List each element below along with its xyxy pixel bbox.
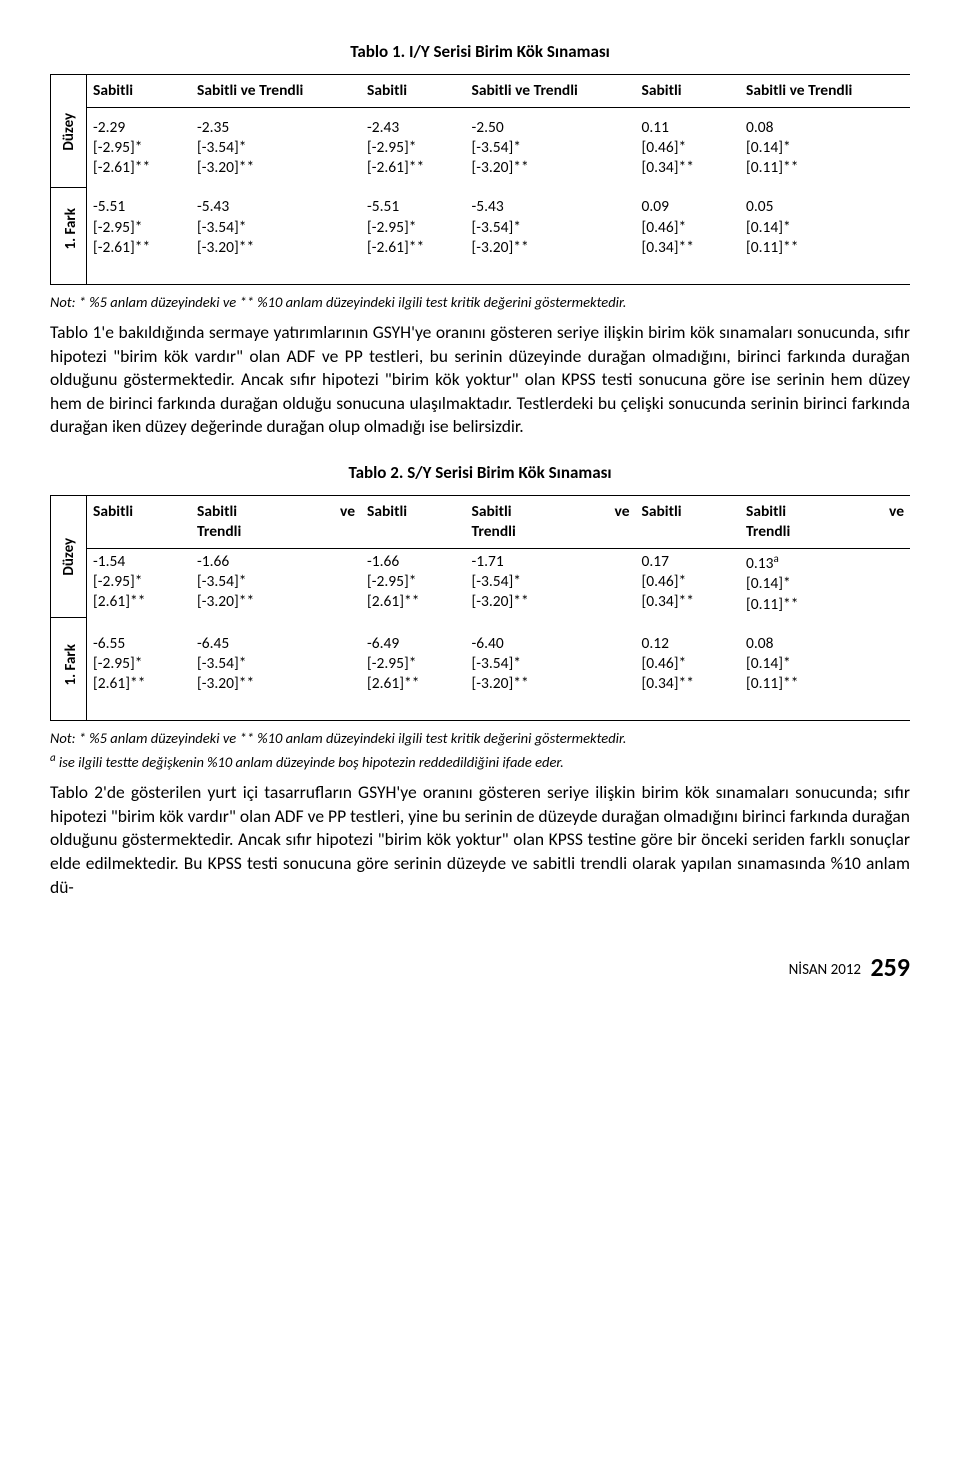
footer-page: 259: [870, 951, 910, 983]
t2r0c5: 0.13a[0.14]*[0.11]**: [740, 549, 910, 618]
table2-rowlabel-fark: 1. Fark: [51, 624, 87, 721]
t1h3: Sabitli ve Trendli: [466, 74, 636, 107]
paragraph-2: Tablo 2'de gösterilen yurt içi tasarrufl…: [50, 781, 910, 899]
table1-title: Tablo 1. I/Y Serisi Birim Kök Sınaması: [50, 40, 910, 64]
t1r1c2: -5.51[-2.95]*[-2.61]**: [361, 187, 466, 284]
table2-title: Tablo 2. S/Y Serisi Birim Kök Sınaması: [50, 461, 910, 485]
table2-rowlabel-duzey: Düzey: [51, 495, 87, 617]
t1r1c3: -5.43[-3.54]*[-3.20]**: [466, 187, 636, 284]
t2r1c4: 0.12[0.46]*[0.34]**: [636, 624, 741, 721]
t2r0c0: -1.54[-2.95]*[2.61]**: [87, 549, 192, 618]
t1r1c1: -5.43[-3.54]*[-3.20]**: [191, 187, 361, 284]
t1h0: Sabitli: [87, 74, 192, 107]
t1r1c4: 0.09[0.46]*[0.34]**: [636, 187, 741, 284]
table1-rowlabel-fark: 1. Fark: [51, 187, 87, 284]
t1r0c1: -2.35[-3.54]*[-3.20]**: [191, 107, 361, 181]
t1r1c5: 0.05[0.14]*[0.11]**: [740, 187, 910, 284]
table2: Düzey Sabitli Sabitlive Trendli Sabitli …: [50, 495, 910, 721]
t1h2: Sabitli: [361, 74, 466, 107]
table2-note1: Not: * %5 anlam düzeyindeki ve ** %10 an…: [50, 729, 910, 747]
t2r0c1: -1.66[-3.54]*[-3.20]**: [191, 549, 361, 618]
paragraph-1: Tablo 1'e bakıldığında sermaye yatırımla…: [50, 321, 910, 439]
table1-note: Not: * %5 anlam düzeyindeki ve ** %10 an…: [50, 293, 910, 311]
t2r1c1: -6.45[-3.54]*[-3.20]**: [191, 624, 361, 721]
t1r0c3: -2.50[-3.54]*[-3.20]**: [466, 107, 636, 181]
t1r0c5: 0.08[0.14]*[0.11]**: [740, 107, 910, 181]
t2r1c2: -6.49[-2.95]*[2.61]**: [361, 624, 466, 721]
t2h3: Sabitlive Trendli: [466, 495, 636, 548]
t2r0c2: -1.66[-2.95]*[2.61]**: [361, 549, 466, 618]
t2r0c4: 0.17[0.46]*[0.34]**: [636, 549, 741, 618]
table2-note2: a ise ilgili testte değişkenin %10 anlam…: [50, 751, 910, 771]
footer-date: NİSAN 2012: [789, 961, 861, 979]
t2h5: Sabitlive Trendli: [740, 495, 910, 548]
t2r0c3: -1.71[-3.54]*[-3.20]**: [466, 549, 636, 618]
t1r0c0: -2.29[-2.95]*[-2.61]**: [87, 107, 192, 181]
t1r1c0: -5.51[-2.95]*[-2.61]**: [87, 187, 192, 284]
t2h0: Sabitli: [87, 495, 192, 548]
t2r1c3: -6.40[-3.54]*[-3.20]**: [466, 624, 636, 721]
t1h4: Sabitli: [636, 74, 741, 107]
t2r1c0: -6.55[-2.95]*[2.61]**: [87, 624, 192, 721]
t2h4: Sabitli: [636, 495, 741, 548]
t1r0c2: -2.43[-2.95]*[-2.61]**: [361, 107, 466, 181]
t2r1c5: 0.08[0.14]*[0.11]**: [740, 624, 910, 721]
table1-rowlabel-duzey: Düzey: [51, 74, 87, 187]
t2h2: Sabitli: [361, 495, 466, 548]
t2h1: Sabitlive Trendli: [191, 495, 361, 548]
t1r0c4: 0.11[0.46]*[0.34]**: [636, 107, 741, 181]
t1h1: Sabitli ve Trendli: [191, 74, 361, 107]
t1h5: Sabitli ve Trendli: [740, 74, 910, 107]
page-footer: NİSAN 2012 259: [50, 949, 910, 985]
table1: Düzey Sabitli Sabitli ve Trendli Sabitli…: [50, 74, 910, 285]
